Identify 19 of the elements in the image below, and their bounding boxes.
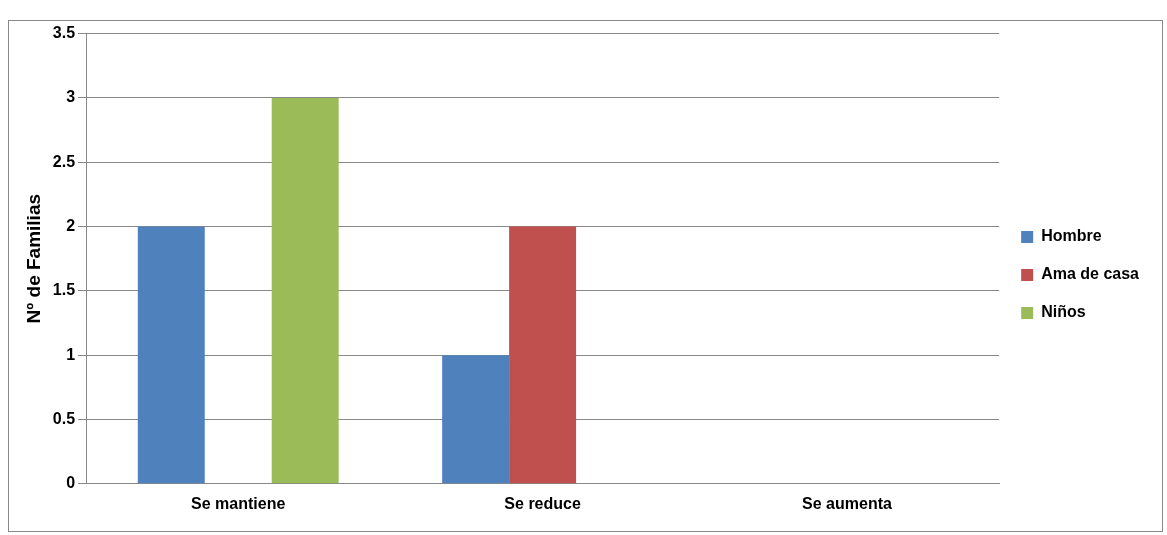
x-tick-label: Se aumenta (802, 494, 892, 512)
y-tick-label: 1.5 (52, 281, 76, 299)
bar (442, 355, 510, 484)
legend-label: Niños (1041, 303, 1086, 321)
bar (271, 97, 339, 484)
x-tick-label: Se reduce (504, 494, 581, 512)
y-tick-label: 2 (66, 216, 76, 234)
y-tick-label: 2.5 (52, 152, 76, 170)
y-tick-label: 3.5 (52, 24, 76, 42)
y-tick-label: 0 (66, 474, 76, 492)
legend-label: Hombre (1041, 227, 1102, 245)
y-axis-title: Nº de Familias (22, 193, 44, 324)
y-tick-label: 3 (66, 88, 76, 106)
bar (509, 226, 577, 484)
x-tick-label: Se mantiene (191, 494, 286, 512)
y-tick-label: 1 (66, 345, 76, 363)
legend-label: Ama de casa (1041, 265, 1140, 283)
y-tick-label: 0.5 (52, 409, 76, 427)
bar (137, 226, 205, 484)
